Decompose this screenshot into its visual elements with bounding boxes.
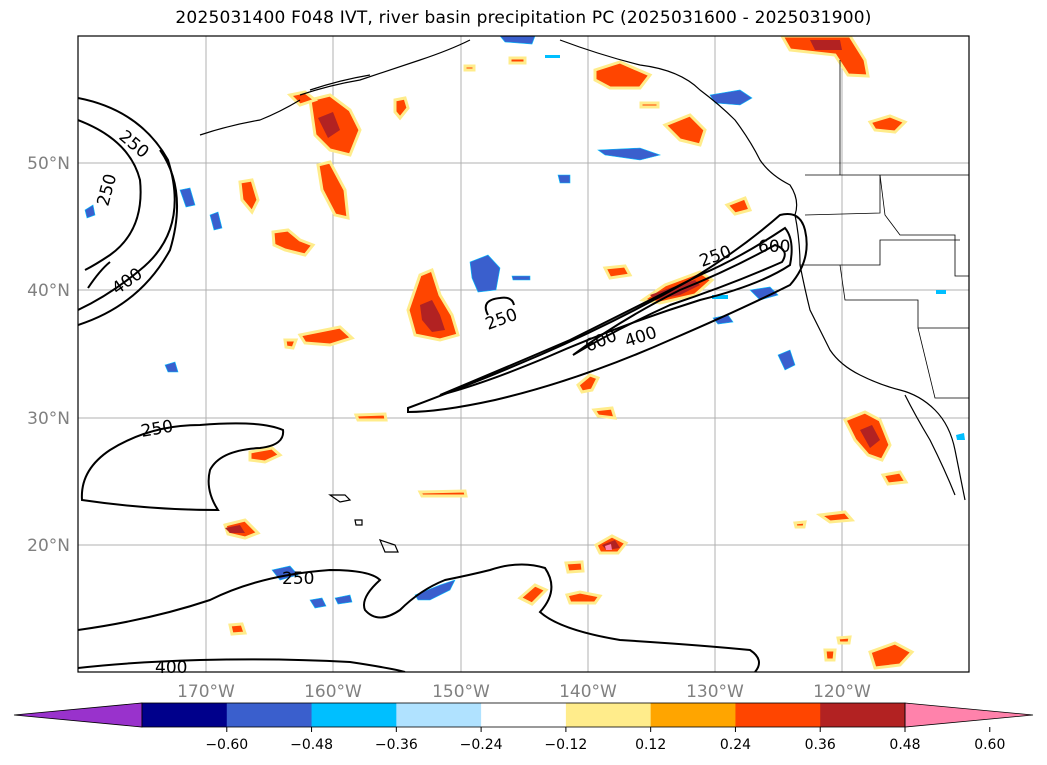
plot-frame [77, 35, 970, 673]
colorbar-segment [735, 703, 821, 727]
colorbar-extend-low [13, 702, 143, 728]
colorbar-tick-label: −0.60 [205, 737, 248, 753]
lat-label-40n: 40°N [27, 281, 70, 301]
colorbar-extend-high [904, 702, 1034, 728]
lon-label-160w: 160°W [304, 682, 362, 702]
colorbar-segment [226, 703, 313, 727]
lon-label-140w: 140°W [559, 682, 617, 702]
colorbar-segment [142, 703, 228, 727]
colorbar-tick-label: −0.24 [460, 737, 503, 753]
precip-blobs [84, 36, 965, 670]
longitude-labels: 170°W 160°W 150°W 140°W 130°W 120°W [177, 682, 871, 702]
contour-label: 250 [282, 569, 314, 589]
lat-label-50n: 50°N [27, 154, 70, 174]
colorbar-segment [565, 703, 652, 727]
colorbar-tick-label: 0.12 [635, 737, 666, 753]
lon-label-150w: 150°W [432, 682, 490, 702]
colorbar-tick-label: −0.36 [375, 737, 418, 753]
colorbar-segment [311, 703, 397, 727]
latitude-labels: 50°N 40°N 30°N 20°N [27, 154, 70, 556]
ivt-contours [78, 97, 808, 672]
map-title: 2025031400 F048 IVT, river basin precipi… [175, 8, 872, 28]
colorbar-tick-label: 0.24 [720, 737, 751, 753]
colorbar-segment [481, 703, 567, 727]
contour-label: 400 [155, 658, 187, 678]
colorbar-outline [141, 702, 906, 728]
colorbar-segment [820, 703, 906, 727]
coastlines [199, 39, 966, 553]
colorbar-tick-label: 0.60 [974, 737, 1005, 753]
colorbar-segment [396, 703, 482, 727]
gridlines [78, 36, 969, 672]
colorbar-tick-label: 0.48 [889, 737, 920, 753]
colorbar: −0.60 −0.48 −0.36 −0.24 −0.12 0.12 0.24 0.36 0.4… [13, 702, 1034, 753]
lat-label-20n: 20°N [27, 536, 70, 556]
lat-label-30n: 30°N [27, 409, 70, 429]
colorbar-segment [650, 703, 736, 727]
plot-area [78, 36, 969, 672]
colorbar-tick-label: −0.12 [544, 737, 587, 753]
colorbar-tick-label: 0.36 [805, 737, 836, 753]
contour-label: 600 [758, 237, 790, 257]
lon-label-120w: 120°W [813, 682, 871, 702]
colorbar-tick-label: −0.48 [290, 737, 333, 753]
political-borders [800, 60, 969, 399]
lon-label-170w: 170°W [177, 682, 235, 702]
lon-label-130w: 130°W [686, 682, 744, 702]
